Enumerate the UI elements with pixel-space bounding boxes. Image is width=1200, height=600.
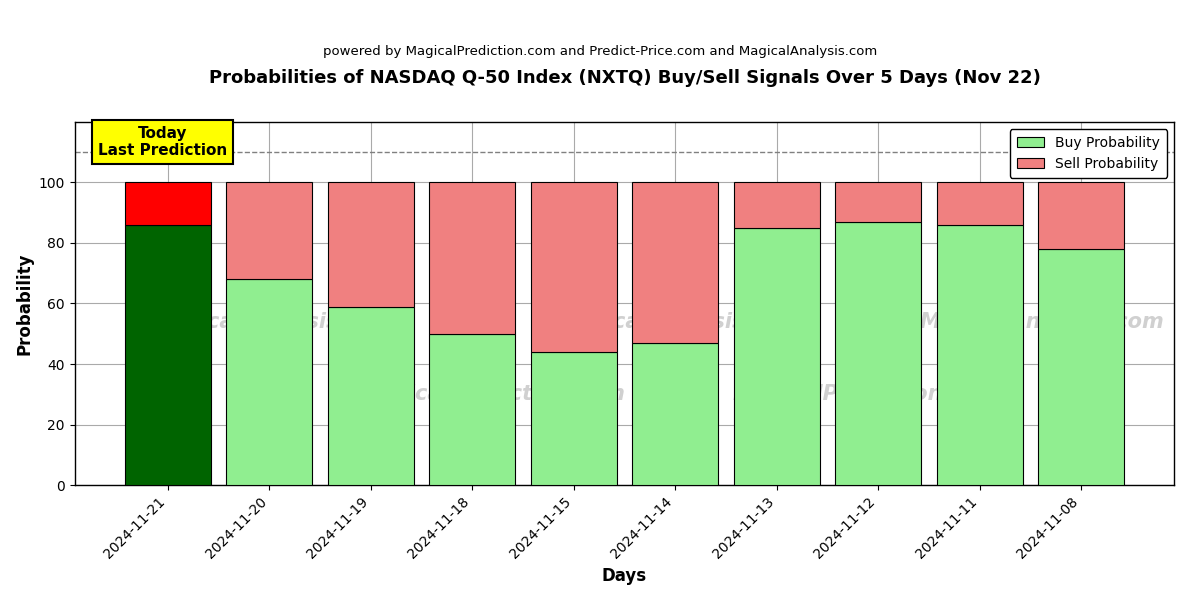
Bar [530,182,617,352]
Text: MagicalAnalysis.com: MagicalAnalysis.com [150,311,395,332]
Bar [226,182,312,279]
Bar [226,279,312,485]
Bar [125,225,211,485]
Bar [936,225,1022,485]
Text: MagicalAnalysis.com: MagicalAnalysis.com [557,311,802,332]
Title: Probabilities of NASDAQ Q-50 Index (NXTQ) Buy/Sell Signals Over 5 Days (Nov 22): Probabilities of NASDAQ Q-50 Index (NXTQ… [209,69,1040,87]
Text: MagicalAnalysis.com: MagicalAnalysis.com [920,311,1165,332]
Bar [835,182,922,222]
Bar [328,182,414,307]
Bar [430,334,515,485]
Text: Today
Last Prediction: Today Last Prediction [98,126,227,158]
Bar [1038,182,1124,249]
Text: MagicalPrediction.com: MagicalPrediction.com [359,384,626,404]
Y-axis label: Probability: Probability [16,252,34,355]
Bar [632,182,719,343]
Legend: Buy Probability, Sell Probability: Buy Probability, Sell Probability [1009,129,1168,178]
Bar [430,182,515,334]
Bar [835,222,922,485]
Bar [733,228,820,485]
Text: MagicalPrediction.com: MagicalPrediction.com [733,384,1000,404]
Bar [632,343,719,485]
Bar [530,352,617,485]
X-axis label: Days: Days [602,567,647,585]
Text: powered by MagicalPrediction.com and Predict-Price.com and MagicalAnalysis.com: powered by MagicalPrediction.com and Pre… [323,44,877,58]
Bar [125,182,211,225]
Bar [328,307,414,485]
Bar [733,182,820,228]
Bar [1038,249,1124,485]
Bar [936,182,1022,225]
